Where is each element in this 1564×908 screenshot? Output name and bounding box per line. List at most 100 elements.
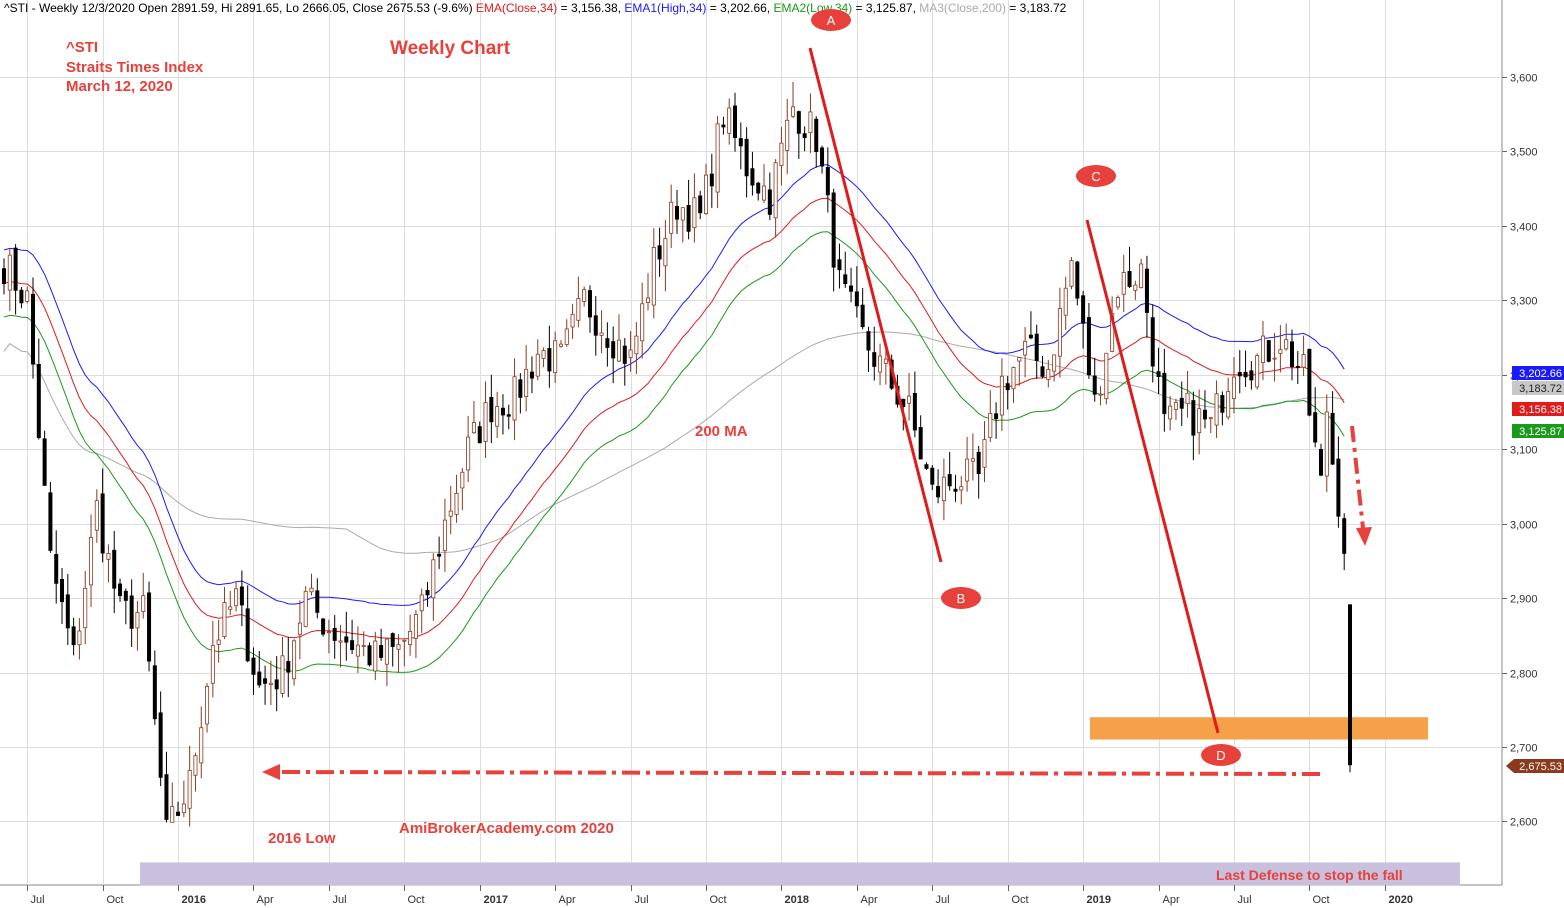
candle-body xyxy=(918,427,923,460)
candle-body xyxy=(210,645,215,684)
candle-body xyxy=(872,352,877,367)
candle-body xyxy=(263,678,268,684)
candle-body xyxy=(1185,392,1190,405)
ema2-low-line xyxy=(3,231,1345,673)
candle-body xyxy=(605,338,610,348)
candle-body xyxy=(1168,405,1173,420)
candle-body xyxy=(1255,355,1260,388)
candle-body xyxy=(663,238,668,267)
candle-body xyxy=(1034,333,1039,361)
candle-body xyxy=(547,348,552,372)
candle-body xyxy=(141,595,146,612)
candle-body xyxy=(785,119,790,151)
y-tick-label: 2,800 xyxy=(1510,669,1538,681)
candle-body xyxy=(1115,297,1120,308)
candle-body xyxy=(466,436,471,471)
x-tick-label: Oct xyxy=(1313,894,1330,906)
arrow-head-down xyxy=(1356,527,1372,546)
candle-body xyxy=(355,644,360,657)
candle-body xyxy=(907,395,912,404)
low-2016-label: 2016 Low xyxy=(268,830,336,847)
candle-body xyxy=(361,645,366,647)
defense-zone xyxy=(1090,717,1428,740)
candle-body xyxy=(100,493,105,554)
candle-body xyxy=(866,331,871,351)
x-tick-label: Jul xyxy=(31,894,45,906)
arrow-head-left xyxy=(262,764,280,780)
marker-a: A xyxy=(811,9,851,31)
candle-body xyxy=(7,254,12,291)
chart-title: Weekly Chart xyxy=(390,38,511,59)
x-tick-label: Apr xyxy=(257,894,274,906)
watermark: AmiBrokerAcademy.com 2020 xyxy=(399,820,614,837)
y-tick-label: 2,600 xyxy=(1510,817,1538,829)
candle-body xyxy=(535,353,540,377)
candle-body xyxy=(529,371,534,379)
candle-body xyxy=(628,349,633,358)
candle-body xyxy=(408,630,413,646)
candle-body xyxy=(1011,367,1016,390)
candle-body xyxy=(721,124,726,128)
candle-body xyxy=(1144,268,1149,313)
candle-body xyxy=(205,686,210,725)
candle-body xyxy=(930,467,935,485)
candle-body xyxy=(1336,458,1341,517)
candle-body xyxy=(181,803,186,814)
candle-body xyxy=(994,413,999,420)
x-tick-label: 2018 xyxy=(785,894,809,906)
candle-body xyxy=(1208,417,1213,420)
x-tick-label: Apr xyxy=(861,894,878,906)
candle-body xyxy=(123,590,128,601)
candle-body xyxy=(1220,395,1225,413)
candle-body xyxy=(1162,372,1167,415)
candle-body xyxy=(297,622,302,635)
candle-body xyxy=(593,315,598,336)
candle-body xyxy=(645,297,650,303)
x-tick-label: Jul xyxy=(635,894,649,906)
candle-body xyxy=(442,519,447,552)
y-tick-label: 3,600 xyxy=(1510,73,1538,85)
candle-body xyxy=(1324,411,1329,477)
candle-body xyxy=(315,590,320,613)
candle-body xyxy=(1023,340,1028,356)
candle-body xyxy=(1104,352,1109,400)
candle-body xyxy=(1092,375,1097,395)
candle-body xyxy=(1150,317,1155,367)
candle-body xyxy=(912,393,917,431)
candle-body xyxy=(878,355,883,373)
candle-body xyxy=(19,289,24,304)
candle-body xyxy=(222,602,227,637)
candle-body xyxy=(965,458,970,482)
candle-body xyxy=(849,285,854,292)
candle-body xyxy=(1249,370,1254,381)
candle-body xyxy=(239,586,244,606)
candle-body xyxy=(1307,348,1312,416)
candle-body xyxy=(1191,400,1196,436)
candle-body xyxy=(31,293,36,365)
candle-body xyxy=(1086,317,1091,376)
candle-body xyxy=(176,811,181,816)
candle-body xyxy=(733,105,738,138)
candle-body xyxy=(1284,339,1289,350)
candle-body xyxy=(779,142,784,166)
candle-body xyxy=(1063,287,1068,316)
candle-body xyxy=(715,123,720,193)
y-tick-label: 3,500 xyxy=(1510,147,1538,159)
candle-body xyxy=(437,553,442,557)
candle-body xyxy=(257,671,262,686)
candle-body xyxy=(1040,366,1045,377)
candle-body xyxy=(686,205,691,232)
candle-body xyxy=(419,594,424,612)
candle-body xyxy=(42,438,47,486)
candle-body xyxy=(483,402,488,443)
candle-body xyxy=(170,806,175,823)
candle-body xyxy=(837,259,842,271)
candle-body xyxy=(814,118,819,153)
candle-body xyxy=(976,451,981,474)
candle-body xyxy=(1260,335,1265,363)
candle-body xyxy=(524,368,529,398)
candle-body xyxy=(802,133,807,138)
candle-body xyxy=(303,590,308,627)
x-tick-label: Jul xyxy=(936,894,950,906)
y-tick-label: 3,300 xyxy=(1510,296,1538,308)
